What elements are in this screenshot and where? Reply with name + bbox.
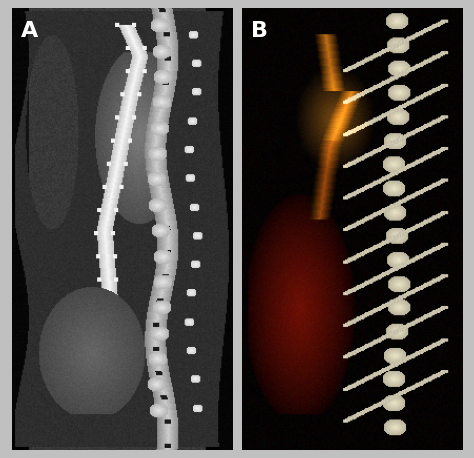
Text: A: A <box>21 22 38 42</box>
Text: B: B <box>251 22 267 42</box>
